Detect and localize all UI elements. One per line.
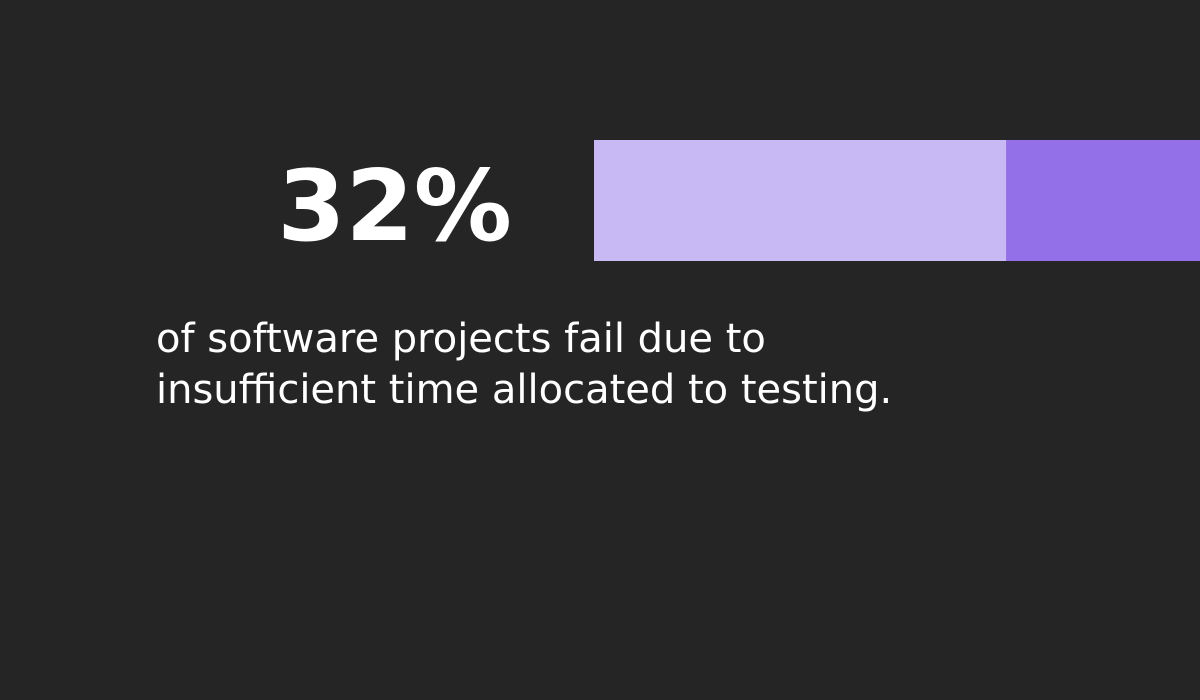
progress-fill xyxy=(1006,140,1200,261)
caption-line: insufficient time allocated to testing. xyxy=(156,367,892,413)
caption-line: of software projects fail due to xyxy=(156,316,766,362)
stat-value: 32% xyxy=(277,150,512,264)
